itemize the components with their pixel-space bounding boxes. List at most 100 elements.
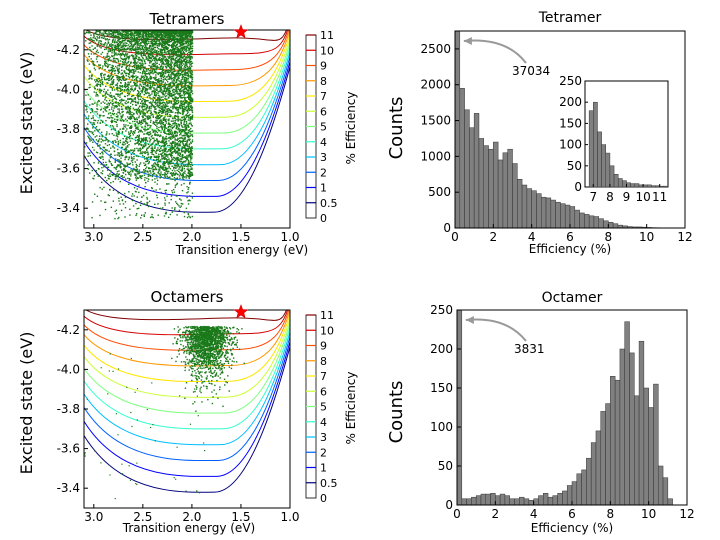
scatter-point [153, 67, 155, 70]
scatter-point [121, 152, 123, 155]
scatter-point [181, 189, 184, 192]
scatter-point [157, 158, 159, 161]
scatter-point [119, 48, 122, 51]
scatter-point [127, 177, 129, 180]
scatter-point [124, 173, 127, 176]
scatter-point [146, 38, 149, 40]
scatter-point [180, 79, 182, 81]
scatter-point [176, 164, 178, 167]
scatter-point [173, 103, 175, 106]
scatter-point [186, 89, 188, 91]
scatter-point [146, 47, 149, 49]
scatter-point [160, 77, 163, 80]
scatter-point [191, 111, 194, 114]
scatter-point [120, 146, 123, 149]
scatter-point [92, 131, 94, 133]
scatter-point [146, 88, 148, 90]
scatter-point [166, 58, 169, 61]
scatter-point [104, 74, 106, 76]
scatter-point [167, 56, 169, 58]
scatter-point [141, 112, 144, 114]
scatter-point [178, 34, 181, 36]
scatter-point [145, 107, 148, 109]
scatter-point [182, 33, 184, 35]
scatter-point [165, 158, 168, 160]
scatter-point [160, 135, 162, 137]
scatter-point [116, 76, 118, 79]
scatter-point [171, 94, 174, 96]
scatter-point [144, 83, 146, 86]
scatter-point [155, 74, 157, 76]
scatter-point [122, 61, 124, 64]
scatter-point [135, 68, 137, 70]
scatter-point [181, 111, 184, 113]
scatter-point [141, 122, 144, 124]
scatter-point [139, 78, 141, 80]
scatter-point [175, 159, 177, 161]
scatter-point [136, 164, 138, 167]
scatter-point [165, 53, 167, 55]
scatter-point [133, 40, 135, 42]
scatter-point [135, 49, 137, 51]
scatter-point [188, 182, 191, 184]
scatter-point [121, 48, 123, 51]
scatter-point [190, 159, 192, 161]
scatter-point [146, 105, 149, 107]
scatter-point [141, 30, 143, 32]
scatter-point [86, 59, 88, 61]
scatter-point [146, 106, 148, 109]
scatter-point [96, 173, 98, 175]
scatter-point [165, 52, 167, 54]
scatter-point [180, 42, 182, 44]
scatter-point [186, 114, 188, 117]
scatter-point [188, 139, 191, 142]
scatter-point [146, 104, 148, 107]
scatter-point [183, 168, 186, 170]
scatter-point [117, 42, 120, 45]
scatter-point [112, 65, 114, 67]
scatter-point [150, 65, 152, 67]
scatter-point [96, 113, 99, 115]
scatter-point [89, 86, 91, 88]
scatter-point [178, 131, 181, 133]
scatter-point [131, 33, 133, 36]
scatter-point [175, 134, 177, 137]
scatter-point [172, 82, 175, 84]
scatter-point [190, 109, 193, 111]
scatter-point [122, 46, 124, 48]
scatter-point [184, 70, 187, 72]
scatter-point [164, 150, 166, 153]
scatter-point [191, 98, 194, 100]
scatter-point [175, 178, 177, 180]
scatter-point [105, 60, 107, 62]
scatter-point [187, 94, 190, 97]
scatter-point [146, 30, 149, 33]
scatter-point [112, 117, 114, 119]
scatter-point [161, 102, 164, 104]
scatter-point [84, 146, 86, 148]
scatter-point [184, 126, 187, 128]
scatter-point [152, 122, 154, 125]
scatter-point [163, 142, 165, 144]
scatter-point [187, 101, 190, 104]
contour-line-0.5 [84, 64, 290, 213]
scatter-point [107, 51, 110, 53]
scatter-point [138, 172, 140, 174]
scatter-point [181, 60, 183, 62]
scatter-point [164, 35, 167, 37]
scatter-point [185, 80, 187, 83]
scatter-point [158, 167, 161, 169]
scatter-point [183, 87, 186, 89]
scatter-point [88, 172, 91, 174]
scatter-point [137, 48, 139, 50]
scatter-point [104, 38, 106, 40]
scatter-point [168, 144, 171, 147]
scatter-point [151, 150, 153, 152]
scatter-point [135, 82, 137, 85]
scatter-point [152, 116, 155, 118]
scatter-point [162, 207, 164, 209]
scatter-point [99, 186, 101, 189]
scatter-point [161, 55, 163, 57]
scatter-point [133, 72, 135, 75]
scatter-point [151, 33, 153, 35]
